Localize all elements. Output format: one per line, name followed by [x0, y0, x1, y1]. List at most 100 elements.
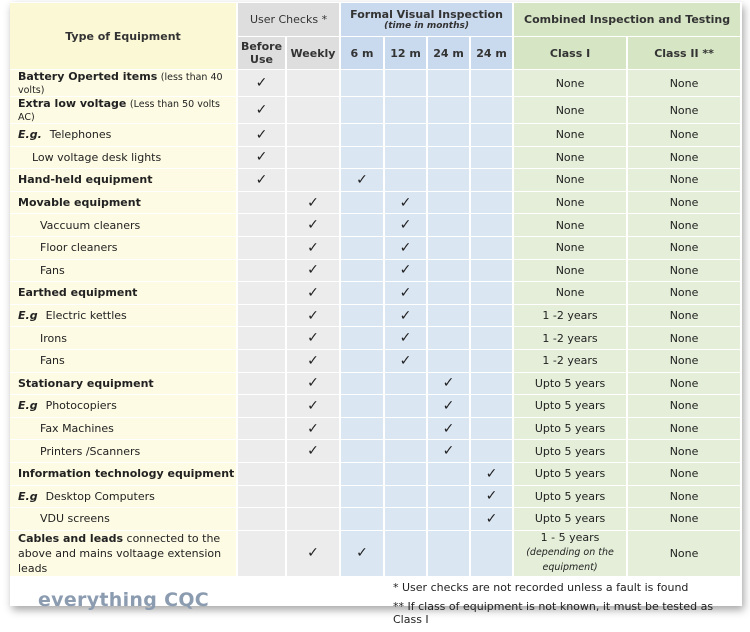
check-cell: ✓: [385, 349, 427, 372]
class2-cell: None: [628, 97, 741, 123]
check-cell: ✓: [287, 327, 340, 349]
check-icon: ✓: [255, 126, 268, 143]
row-text: Photocopiers: [45, 399, 117, 413]
check-cell: [341, 417, 384, 440]
row-text: Fans: [40, 354, 65, 368]
check-cell: [341, 97, 384, 123]
check-icon: ✓: [307, 217, 319, 234]
check-cell: [428, 349, 470, 372]
class2-text: None: [669, 546, 699, 560]
check-cell: [341, 372, 384, 395]
check-cell: [428, 146, 470, 169]
check-cell: ✓: [287, 282, 340, 304]
table-row: E.g Desktop Computers ✓ Upto 5 years None: [10, 485, 741, 508]
class1-cell: None: [514, 97, 627, 123]
column-header: 6 m: [341, 37, 384, 69]
check-cell: [287, 146, 340, 169]
check-icon: ✓: [307, 545, 319, 562]
check-cell: [238, 462, 285, 485]
check-icon: ✓: [307, 375, 319, 392]
class2-text: None: [669, 150, 699, 164]
column-header: Class II **: [628, 37, 741, 69]
check-cell: [341, 124, 384, 146]
check-icon: ✓: [442, 397, 455, 414]
check-cell: [238, 530, 285, 576]
check-cell: [341, 440, 384, 462]
check-cell: ✓: [238, 70, 285, 96]
row-label: Hand-held equipment: [10, 169, 236, 191]
class2-text: None: [669, 128, 699, 142]
class2-cell: None: [628, 462, 741, 485]
check-cell: [287, 485, 340, 508]
row-prefix: E.g: [18, 309, 38, 323]
check-icon: ✓: [307, 307, 319, 324]
table-row: Stationary equipment ✓ ✓ Upto 5 years None: [10, 372, 741, 395]
column-header: Before Use: [238, 37, 285, 69]
row-note: connected to the above and mains voltaag…: [18, 531, 222, 575]
class2-text: None: [669, 422, 699, 436]
check-icon: ✓: [307, 352, 319, 369]
table-row: Hand-held equipment ✓ ✓ None None: [10, 169, 741, 191]
row-label: VDU screens: [10, 508, 236, 530]
row-label: Information technology equipment: [10, 462, 236, 485]
row-prefix: E.g.: [18, 128, 42, 142]
check-icon: ✓: [442, 375, 455, 392]
row-label: Printers /Scanners: [10, 440, 236, 462]
check-cell: [341, 191, 384, 214]
header-cell: Combined Inspection and Testing: [514, 3, 741, 36]
check-cell: [341, 146, 384, 169]
check-cell: [428, 169, 470, 191]
class1-cell: 1 -2 years: [514, 304, 627, 327]
check-cell: ✓: [385, 236, 427, 259]
check-cell: [238, 395, 285, 417]
header-cell: User Checks *: [238, 3, 340, 36]
class1-text: 1 -2 years: [542, 331, 598, 345]
class1-text: None: [555, 76, 585, 90]
check-cell: [238, 372, 285, 395]
check-icon: ✓: [307, 330, 319, 347]
check-cell: [238, 417, 285, 440]
row-text: Irons: [40, 331, 67, 345]
check-cell: ✓: [287, 417, 340, 440]
check-icon: ✓: [399, 194, 412, 211]
row-prefix: E.g: [18, 399, 38, 413]
class2-cell: None: [628, 282, 741, 304]
check-cell: [385, 97, 427, 123]
class1-cell: Upto 5 years: [514, 440, 627, 462]
class1-cell: Upto 5 years: [514, 417, 627, 440]
check-icon: ✓: [307, 194, 319, 211]
header-subtext: (time in months): [384, 21, 469, 31]
check-cell: [385, 146, 427, 169]
row-label: Vaccuum cleaners: [10, 214, 236, 236]
class2-cell: None: [628, 440, 741, 462]
class1-cell: None: [514, 70, 627, 96]
check-cell: [238, 327, 285, 349]
row-text: Extra low voltage: [18, 97, 127, 110]
row-text: VDU screens: [40, 512, 110, 526]
table-row: VDU screens ✓ Upto 5 years None: [10, 508, 741, 530]
check-cell: [385, 70, 427, 96]
class2-text: None: [669, 376, 699, 390]
check-cell: [287, 97, 340, 123]
check-cell: [341, 282, 384, 304]
check-icon: ✓: [485, 465, 498, 482]
column-header: Weekly: [287, 37, 340, 69]
check-icon: ✓: [485, 488, 498, 505]
class1-cell: None: [514, 259, 627, 282]
check-cell: [287, 169, 340, 191]
row-label: Floor cleaners: [10, 236, 236, 259]
page: Type of Equipment User Checks * Formal V…: [10, 2, 742, 626]
check-cell: [238, 485, 285, 508]
check-icon: ✓: [307, 397, 319, 414]
row-text: Battery Operted items: [18, 70, 158, 83]
class1-text: None: [555, 263, 585, 277]
check-cell: [341, 327, 384, 349]
check-cell: [238, 282, 285, 304]
check-cell: [471, 304, 513, 327]
check-cell: ✓: [287, 214, 340, 236]
class2-cell: None: [628, 259, 741, 282]
class2-cell: None: [628, 349, 741, 372]
check-cell: [385, 440, 427, 462]
row-text: Floor cleaners: [40, 241, 118, 255]
class2-text: None: [669, 103, 699, 117]
